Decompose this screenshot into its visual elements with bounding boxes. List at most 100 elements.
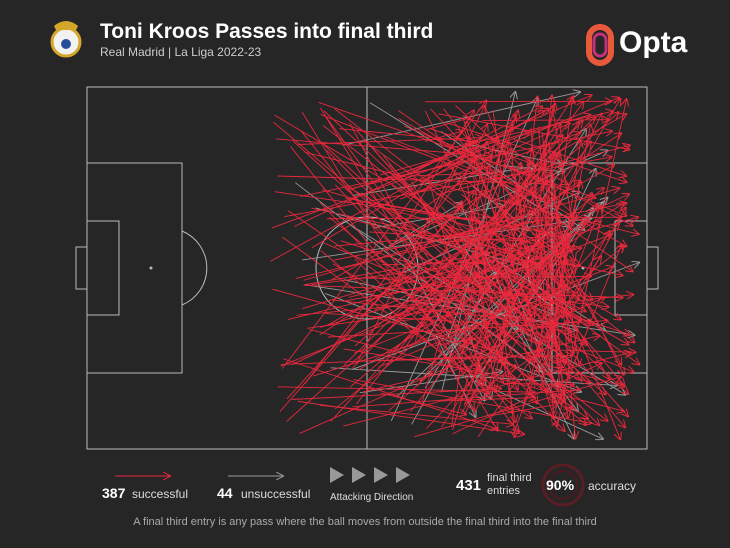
pass-arrow <box>551 408 572 427</box>
pass-arrow <box>388 246 574 412</box>
pass-arrow <box>532 231 610 363</box>
pass-arrow <box>419 98 618 182</box>
pass-arrow <box>311 207 622 275</box>
pass-arrow <box>535 197 624 375</box>
pass-arrow <box>474 208 593 382</box>
pass-arrow <box>270 109 549 262</box>
pass-arrow <box>456 286 566 357</box>
pass-arrow <box>511 155 532 285</box>
pass-arrow <box>543 160 564 402</box>
pass-arrow <box>474 240 495 390</box>
pass-arrow <box>495 115 516 164</box>
pass-arrow <box>319 404 513 424</box>
pass-arrow <box>353 281 540 354</box>
pass-arrow <box>482 120 609 121</box>
pass-arrow <box>426 118 471 131</box>
pass-arrow <box>443 162 573 265</box>
pass-arrow <box>501 96 573 208</box>
pass-arrow <box>424 321 474 410</box>
opta-logo <box>586 24 614 66</box>
pass-arrow <box>319 107 466 347</box>
pass-arrow <box>465 191 486 212</box>
pass-arrow <box>304 254 489 286</box>
pass-arrow <box>415 123 570 194</box>
pass-arrow <box>452 111 613 148</box>
pass-arrow <box>446 122 627 183</box>
pass-arrow <box>435 145 629 196</box>
pass-arrow <box>343 352 631 427</box>
pass-arrow <box>444 256 606 394</box>
successful-label: successful <box>132 487 189 501</box>
pass-arrow <box>282 358 497 429</box>
pass-arrow <box>296 294 533 316</box>
pass-arrow <box>464 217 638 265</box>
pass-arrow <box>311 111 544 249</box>
pass-arrow <box>322 241 552 340</box>
pass-arrow <box>304 161 475 385</box>
pass-arrow <box>354 112 618 347</box>
pass-arrow <box>273 121 476 293</box>
pass-arrow <box>302 225 585 310</box>
pass-arrow <box>306 306 464 329</box>
pass-arrow <box>478 322 608 420</box>
pass-arrow <box>388 163 531 315</box>
pass-arrow <box>405 167 482 221</box>
accuracy-ring <box>548 470 578 500</box>
pass-arrow <box>521 181 581 413</box>
pass-arrow <box>472 210 515 422</box>
entries-label: final third entries <box>487 472 532 497</box>
pass-arrow <box>301 112 498 430</box>
pass-arrow <box>511 149 532 248</box>
accuracy-ring <box>541 463 585 507</box>
pass-arrow <box>395 156 463 294</box>
pass-arrow <box>513 319 534 322</box>
pass-arrow <box>463 289 505 406</box>
footnote: A final third entry is any pass where th… <box>133 516 597 528</box>
pass-arrow <box>354 258 484 385</box>
unsuccessful-count: 44 <box>217 485 233 501</box>
brand: Opta <box>619 26 688 59</box>
pass-arrow <box>507 220 528 276</box>
pass-arrow <box>554 227 575 439</box>
subtitle: Real Madrid | La Liga 2022-23 <box>100 45 262 59</box>
pass-arrow <box>450 147 493 427</box>
pass-arrow <box>538 152 559 198</box>
pass-arrow <box>378 291 560 368</box>
pass-arrow <box>355 106 484 365</box>
pass-arrow <box>381 262 494 265</box>
pass-arrow <box>398 295 634 322</box>
pass-arrow <box>424 131 462 142</box>
pass-arrow <box>291 389 501 400</box>
pass-arrow <box>411 106 543 174</box>
pass-arrow <box>465 247 534 281</box>
pass-arrow <box>531 96 552 273</box>
pass-arrow <box>535 98 572 374</box>
pass-arrow <box>349 122 486 381</box>
entries-count: 431 <box>456 477 482 494</box>
pass-arrow <box>406 95 592 172</box>
pass-arrow <box>553 369 590 383</box>
pass-arrow <box>320 250 489 394</box>
accuracy-label: accuracy <box>588 479 637 493</box>
pass-arrow <box>414 377 621 438</box>
pass-arrow <box>376 202 547 232</box>
pass-arrow <box>410 338 469 412</box>
pass-arrow <box>271 133 530 229</box>
pass-arrow <box>281 101 486 369</box>
pass-arrows <box>270 92 640 439</box>
pass-arrow <box>400 102 584 354</box>
pass-arrow <box>408 262 485 401</box>
pass-arrow <box>540 124 591 390</box>
pass-arrow <box>441 193 592 428</box>
pass-arrow <box>488 111 519 199</box>
pass-arrow <box>303 284 622 297</box>
pass-arrow <box>276 138 492 156</box>
crest <box>50 21 82 58</box>
pass-arrow <box>287 248 582 321</box>
title: Toni Kroos Passes into final third <box>100 20 434 43</box>
direction-label: Attacking Direction <box>330 492 414 503</box>
accuracy-count: 90% <box>546 477 575 493</box>
pass-arrow <box>510 173 621 364</box>
pass-arrow <box>286 260 467 422</box>
